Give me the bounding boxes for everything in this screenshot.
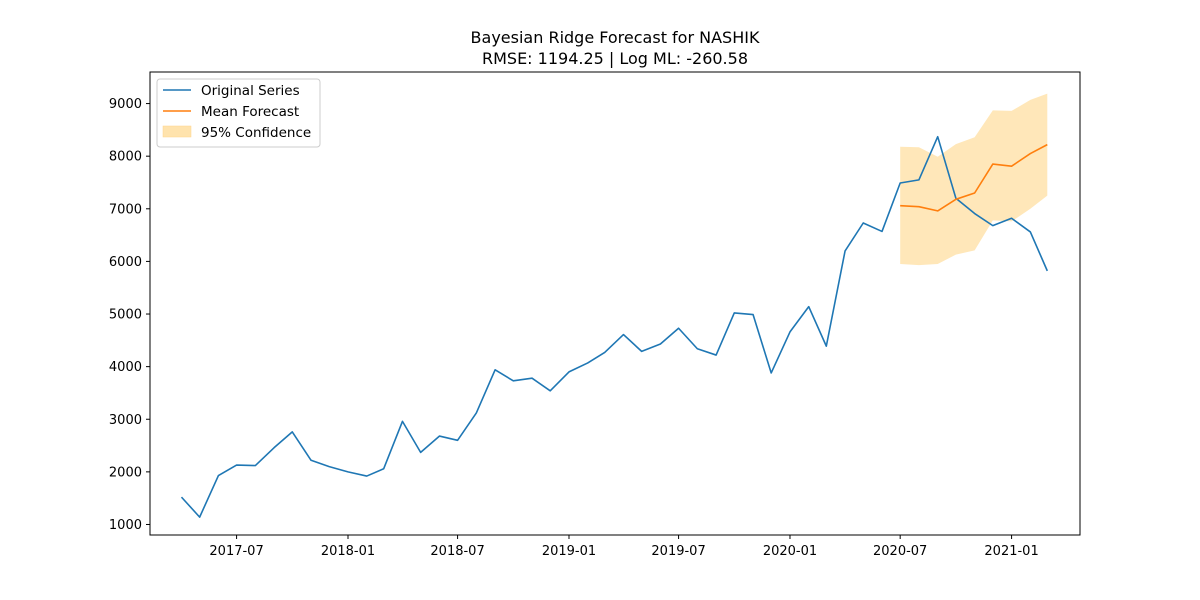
data-point-original-series xyxy=(254,464,256,466)
data-point-mean-forecast xyxy=(973,192,975,194)
data-point-mean-forecast xyxy=(1029,152,1031,154)
data-point-original-series xyxy=(475,412,477,414)
data-point-original-series xyxy=(862,222,864,224)
chart-title: Bayesian Ridge Forecast for NASHIK xyxy=(471,28,760,47)
y-tick-label: 3000 xyxy=(109,413,142,428)
data-point-original-series xyxy=(291,431,293,433)
data-point-original-series xyxy=(733,312,735,314)
legend-label-mean-forecast: Mean Forecast xyxy=(201,104,299,120)
data-point-mean-forecast xyxy=(937,210,939,212)
x-tick-label: 2020-07 xyxy=(873,544,927,559)
y-tick-label: 2000 xyxy=(109,465,142,480)
legend: Original Series Mean Forecast 95% Confid… xyxy=(156,78,321,148)
legend-label-confidence: 95% Confidence xyxy=(201,125,311,141)
y-tick-label: 4000 xyxy=(109,360,142,375)
data-point-original-series xyxy=(328,465,330,467)
x-tick-label: 2019-07 xyxy=(651,544,705,559)
data-point-original-series xyxy=(899,182,901,184)
data-point-original-series xyxy=(973,212,975,214)
y-tick-label: 8000 xyxy=(109,150,142,165)
data-point-original-series xyxy=(310,459,312,461)
data-point-original-series xyxy=(808,305,810,307)
data-point-original-series xyxy=(587,362,589,364)
data-point-original-series xyxy=(235,464,237,466)
data-point-original-series xyxy=(456,439,458,441)
data-point-original-series xyxy=(604,351,606,353)
data-point-original-series xyxy=(752,313,754,315)
series-line-mean-forecast xyxy=(900,143,1048,212)
data-point-original-series xyxy=(273,446,275,448)
series-line-original-series xyxy=(180,135,1049,518)
data-point-original-series xyxy=(512,380,514,382)
legend-box xyxy=(156,78,321,148)
data-point-mean-forecast xyxy=(899,204,901,206)
data-point-original-series xyxy=(825,345,827,347)
data-point-original-series xyxy=(531,377,533,379)
data-point-original-series xyxy=(217,474,219,476)
legend-label-original-series: Original Series xyxy=(201,83,300,99)
data-point-original-series xyxy=(549,390,551,392)
y-axis: 1000 2000 3000 4000 5000 6000 7000 8000 9000 xyxy=(109,97,150,533)
data-point-original-series xyxy=(881,230,883,232)
confidence-band-layer xyxy=(900,93,1048,266)
data-point-original-series xyxy=(696,348,698,350)
data-point-original-series xyxy=(715,354,717,356)
x-tick-label: 2017-07 xyxy=(209,544,263,559)
data-point-original-series xyxy=(1010,217,1012,219)
y-tick-label: 6000 xyxy=(109,255,142,270)
y-tick-label: 1000 xyxy=(109,518,142,533)
plot-frame xyxy=(149,71,1081,536)
data-point-original-series xyxy=(640,350,642,352)
data-point-original-series xyxy=(347,471,349,473)
data-point-original-series xyxy=(438,435,440,437)
data-point-original-series xyxy=(659,343,661,345)
data-point-original-series xyxy=(419,451,421,453)
data-point-original-series xyxy=(677,327,679,329)
plot-area xyxy=(150,72,1080,535)
x-tick-label: 2019-01 xyxy=(542,544,596,559)
data-point-original-series xyxy=(366,475,368,477)
y-tick-label: 9000 xyxy=(109,97,142,112)
data-point-original-series xyxy=(622,333,624,335)
x-tick-label: 2021-01 xyxy=(984,544,1038,559)
series-lines-layer xyxy=(180,135,1049,518)
data-point-mean-forecast xyxy=(992,163,994,165)
data-point-original-series xyxy=(1046,270,1048,272)
data-point-original-series xyxy=(1029,231,1031,233)
data-point-original-series xyxy=(383,468,385,470)
chart-subtitle: RMSE: 1194.25 | Log ML: -260.58 xyxy=(482,49,748,68)
legend-swatch-confidence xyxy=(162,125,192,138)
data-point-mean-forecast xyxy=(1046,143,1048,145)
data-point-original-series xyxy=(401,420,403,422)
data-point-mean-forecast xyxy=(955,198,957,200)
data-point-original-series xyxy=(198,516,200,518)
data-point-mean-forecast xyxy=(918,205,920,207)
data-point-original-series xyxy=(789,331,791,333)
y-tick-label: 7000 xyxy=(109,202,142,217)
data-point-original-series xyxy=(937,136,939,138)
data-point-original-series xyxy=(844,250,846,252)
data-point-original-series xyxy=(918,179,920,181)
x-tick-label: 2018-01 xyxy=(321,544,375,559)
data-point-original-series xyxy=(180,496,182,498)
data-point-original-series xyxy=(770,372,772,374)
x-axis: 2017-07 2018-01 2018-07 2019-01 2019-07 2020-… xyxy=(209,535,1039,559)
y-tick-label: 5000 xyxy=(109,308,142,323)
x-tick-label: 2020-01 xyxy=(763,544,817,559)
data-point-mean-forecast xyxy=(1010,165,1012,167)
confidence-band xyxy=(900,93,1048,266)
data-point-original-series xyxy=(494,369,496,371)
x-tick-label: 2018-07 xyxy=(430,544,484,559)
data-point-original-series xyxy=(568,371,570,373)
data-point-original-series xyxy=(992,224,994,226)
